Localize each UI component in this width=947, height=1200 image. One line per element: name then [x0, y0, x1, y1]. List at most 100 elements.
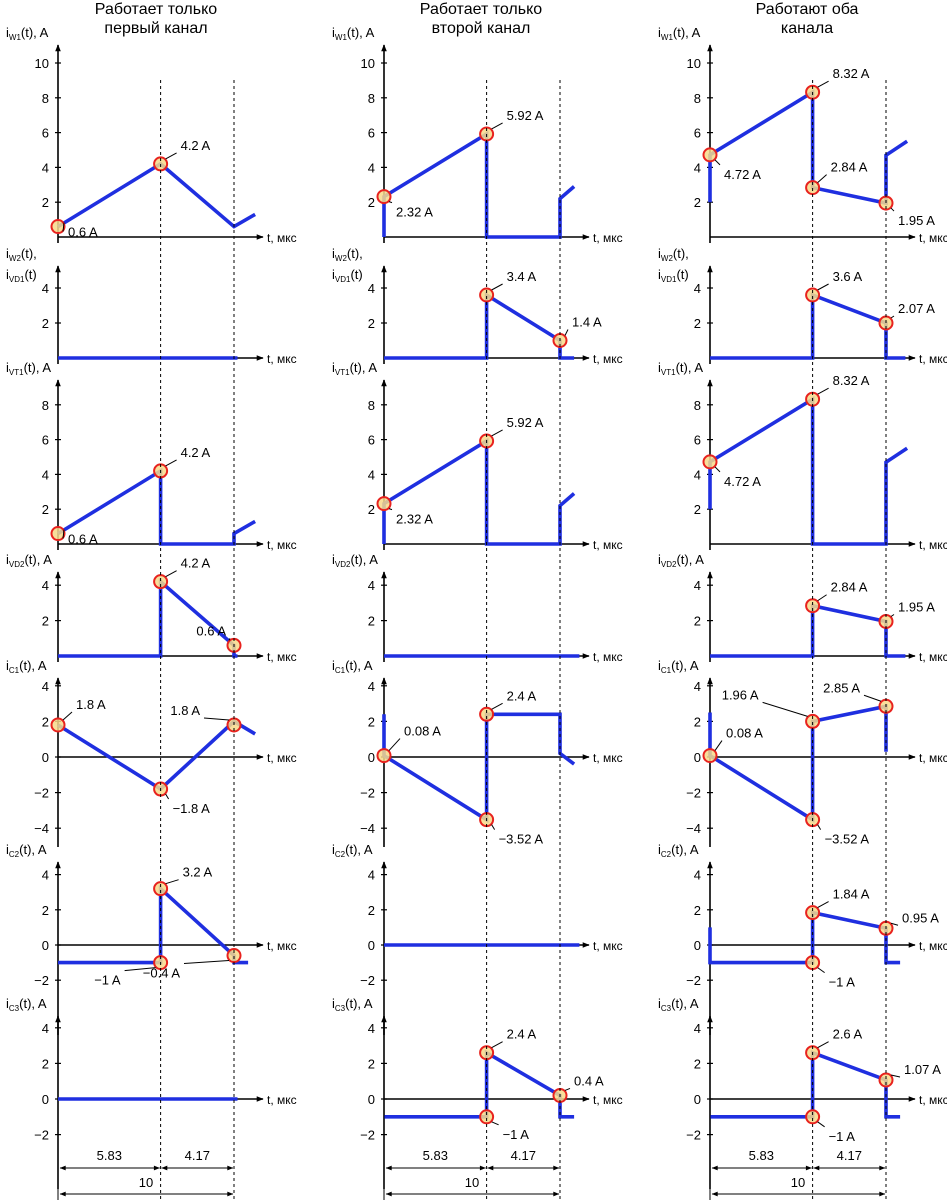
label-suffix: (t), A [671, 658, 699, 673]
annotation-leader [817, 824, 822, 830]
column-title-first-channel: Работает только первый канал [26, 0, 286, 38]
current-trace [382, 130, 576, 239]
y-tick-label: 2 [694, 1056, 701, 1071]
column-title-line1: Работает только [94, 1, 218, 18]
value-marker [805, 713, 821, 729]
label-suffix: (t) [350, 267, 362, 282]
value-annotation: 3.6 A [833, 269, 863, 284]
label-main: i [332, 996, 335, 1011]
label-suffix: (t), A [676, 360, 704, 375]
label-main: i [658, 267, 661, 282]
value-annotation: 2.4 A [507, 688, 537, 703]
label-subscript: W1 [661, 33, 674, 42]
value-annotation: −1 A [94, 973, 121, 988]
annotation-leader [890, 614, 895, 617]
y-tick-label: 8 [42, 398, 49, 413]
annotation-leader [817, 174, 827, 183]
time-axis-label: t, мкс [593, 939, 623, 953]
annotation-leader [165, 793, 170, 800]
value-annotation: 2.84 A [831, 580, 868, 595]
y-axis-label: iC1(t), A [658, 658, 699, 675]
y-tick-label: 0 [42, 938, 49, 953]
label-main: i [658, 360, 661, 375]
label-subscript: W1 [9, 33, 22, 42]
value-marker [50, 219, 66, 235]
y-tick-label: −2 [360, 973, 375, 988]
y-tick-label: 4 [694, 1021, 701, 1036]
label-subscript: W2 [9, 254, 22, 263]
label-suffix: (t), A [671, 996, 699, 1011]
y-axis-label: iW2(t), [332, 246, 363, 263]
value-annotation: 8.32 A [833, 66, 870, 81]
y-tick-label: 4 [368, 160, 375, 175]
annotation-leader [165, 152, 177, 160]
time-axis-label: t, мкс [267, 1093, 297, 1107]
value-marker [479, 287, 495, 303]
value-annotation: 1.8 A [76, 697, 106, 712]
y-tick-label: 8 [694, 91, 701, 106]
annotation-leader [388, 738, 401, 751]
label-main: i [332, 842, 335, 857]
value-annotation: 5.92 A [507, 415, 544, 430]
y-tick-label: 4 [42, 679, 49, 694]
label-suffix: (t) [676, 267, 688, 282]
time-axis-label: t, мкс [267, 231, 297, 245]
label-suffix: (t), A [350, 552, 378, 567]
annotation-leader [491, 702, 503, 710]
value-annotation: 5.92 A [507, 108, 544, 123]
y-tick-label: 6 [694, 126, 701, 141]
y-tick-label: 0 [368, 750, 375, 765]
current-trace [384, 291, 575, 360]
current-trace [58, 884, 249, 965]
value-annotation: 0.08 A [404, 724, 441, 739]
y-tick-label: 6 [368, 433, 375, 448]
y-axis-label: iVD2(t), A [658, 552, 704, 569]
current-trace [710, 603, 906, 658]
label-suffix: (t), [21, 246, 37, 261]
value-marker [479, 706, 495, 722]
label-suffix: (t), A [345, 658, 373, 673]
label-main: i [6, 842, 9, 857]
time-axis-label: t, мкс [919, 650, 947, 664]
y-tick-label: 2 [694, 502, 701, 517]
value-annotation: 2.32 A [396, 512, 433, 527]
label-subscript: VD2 [335, 560, 351, 569]
annotation-leader [714, 740, 723, 751]
y-tick-label: 10 [687, 56, 701, 71]
value-marker [50, 526, 66, 542]
label-subscript: C2 [335, 850, 346, 859]
time-axis-label: t, мкс [267, 939, 297, 953]
value-marker [805, 1109, 821, 1125]
value-annotation: −3.52 A [499, 832, 544, 847]
value-annotation: 0.6 A [196, 623, 226, 638]
y-tick-label: 2 [42, 714, 49, 729]
y-tick-label: 0 [694, 750, 701, 765]
label-subscript: W1 [335, 33, 348, 42]
dimension-label: 10 [465, 1175, 479, 1190]
y-tick-label: 2 [368, 614, 375, 629]
y-axis-label: iC2(t), A [6, 842, 47, 859]
y-axis-label: iVD1(t) [6, 267, 37, 284]
time-axis-label: t, мкс [267, 650, 297, 664]
annotation-leader [714, 159, 721, 166]
y-tick-label: 2 [42, 903, 49, 918]
value-annotation: 4.2 A [181, 556, 211, 571]
value-annotation: −1 A [829, 975, 856, 990]
column-title-second-channel: Работает только второй канал [351, 0, 611, 38]
dimension-label: 5.83 [423, 1148, 448, 1163]
y-tick-label: 4 [42, 281, 49, 296]
label-main: i [6, 360, 9, 375]
annotation-leader [890, 922, 899, 926]
y-tick-label: 2 [368, 195, 375, 210]
label-subscript: W2 [661, 254, 674, 263]
annotation-leader [714, 466, 721, 473]
label-main: i [658, 996, 661, 1011]
time-axis-label: t, мкс [593, 352, 623, 366]
y-tick-label: 4 [42, 868, 49, 883]
y-tick-label: 4 [42, 578, 49, 593]
annotation-leader [62, 711, 73, 721]
time-axis-label: t, мкс [919, 751, 947, 765]
current-trace [708, 910, 901, 965]
label-main: i [658, 552, 661, 567]
